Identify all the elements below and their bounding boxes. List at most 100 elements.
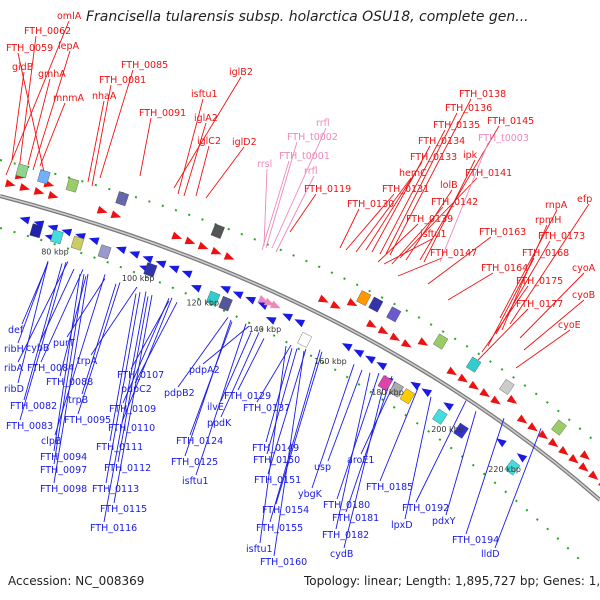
reverse-gene-label: FTH_0125: [171, 457, 218, 468]
reverse-gene-label: FTH_0094: [40, 452, 87, 463]
forward-gene-label: FTH_0173: [538, 231, 585, 242]
reverse-gene-label: pdpA2: [189, 365, 220, 376]
forward-leader-line: [173, 76, 242, 189]
gene-category-block: [551, 419, 567, 436]
forward-gene-label: mnmA: [53, 93, 85, 104]
reverse-leader-line: [202, 325, 250, 365]
gene-category-block: [356, 290, 372, 306]
reverse-gene-arrow: [181, 270, 193, 279]
forward-leader-line: [379, 129, 446, 255]
forward-gene-label: FTH_0059: [6, 43, 53, 54]
kbp-tick-label: 80 kbp: [41, 248, 69, 257]
forward-gene-label: isftu1: [420, 229, 447, 240]
forward-gene-arrow: [547, 437, 559, 448]
forward-gene-arrow: [588, 470, 599, 481]
kbp-tick-label: 220 kbp: [488, 465, 521, 474]
reverse-gene-arrow: [265, 316, 277, 325]
forward-gene-arrow: [96, 205, 108, 214]
reverse-leader-line: [117, 296, 149, 463]
reverse-leader-line: [327, 369, 363, 462]
reverse-leader-line: [494, 428, 542, 549]
forward-gene-arrow: [479, 388, 490, 398]
kbp-tick-label: 160 kbp: [314, 357, 347, 366]
forward-gene-arrow: [490, 395, 501, 405]
reverse-gene-label: FTH_0098: [40, 484, 87, 495]
forward-gene-arrow: [446, 366, 457, 376]
forward-gene-arrow: [417, 337, 429, 346]
label-leader-lines: [5, 20, 590, 557]
forward-leader-line: [371, 145, 431, 253]
reverse-gene-label: pdpB2: [164, 388, 195, 399]
reverse-leader-line: [53, 273, 89, 484]
reverse-gene-label: cybB: [26, 343, 49, 354]
forward-leader-line: [427, 236, 492, 285]
reverse-gene-arrow: [282, 313, 293, 322]
reverse-leader-line: [90, 286, 138, 356]
reverse-gene-arrow: [129, 251, 140, 259]
reverse-leader-line: [220, 332, 260, 418]
reverse-leader-line: [465, 418, 505, 535]
reverse-leader-line: [53, 273, 85, 465]
reverse-gene-label: ribH: [4, 344, 24, 355]
forward-gene-arrow: [19, 183, 31, 191]
gene-category-block: [388, 381, 404, 398]
reverse-gene-label: FTH_0154: [262, 505, 309, 516]
forward-gene-label: cyoB: [572, 290, 595, 301]
forward-gene-label: FTH_0145: [487, 116, 534, 127]
forward-gene-label: lolB: [440, 180, 458, 191]
forward-gene-label: FTH_0135: [433, 120, 480, 131]
reverse-gene-arrow: [341, 343, 353, 352]
reverse-gene-label: lpxD: [391, 520, 413, 531]
forward-gene-arrow: [389, 332, 401, 341]
reverse-gene-label: lldD: [481, 549, 500, 560]
reverse-leader-line: [53, 273, 81, 452]
forward-leader-line: [289, 193, 317, 233]
reverse-gene-label: FTH_0097: [40, 465, 87, 476]
forward-leader-line: [355, 177, 412, 253]
reverse-gene-arrow: [232, 291, 244, 300]
reverse-leader-line: [40, 269, 84, 363]
forward-leader-line: [515, 329, 571, 369]
forward-leader-line: [27, 78, 51, 166]
reverse-gene-label: ilvE: [207, 402, 224, 413]
reverse-gene-label: FTH_0149: [252, 443, 299, 454]
forward-gene-labels: omlA FTH_0062 lepA FTH_0059 gidB gmhA mnmA FTH_…: [6, 11, 596, 331]
gene-category-block: [210, 223, 225, 239]
kbp-tick-label: 200 kbp: [431, 425, 464, 434]
reverse-leader-line: [77, 282, 121, 415]
kbp-tick-label: 120 kbp: [186, 298, 219, 307]
reverse-leader-line: [103, 291, 147, 523]
reverse-gene-label: FTH_0083: [6, 421, 53, 432]
forward-gene-label: FTH_0134: [418, 136, 465, 147]
gene-category-block: [399, 388, 415, 405]
gene-category-block: [297, 332, 312, 348]
reverse-leader-line: [59, 275, 87, 377]
forward-gene-arrow: [537, 430, 549, 440]
reverse-gene-label: isftu1: [246, 544, 273, 555]
forward-gene-arrow: [578, 462, 589, 472]
reverse-gene-arrow: [353, 349, 365, 358]
forward-gene-label: rnpA: [545, 200, 568, 211]
reverse-gene-label: FTH_0129: [224, 391, 271, 402]
gene-category-block: [432, 333, 449, 350]
gene-category-block: [143, 262, 158, 278]
gene-category-block: [205, 290, 221, 307]
forward-leader-line: [383, 238, 433, 265]
reverse-leader-line: [39, 268, 75, 343]
rna-leader-line: [271, 127, 327, 249]
reverse-gene-label: FTH_0151: [254, 475, 301, 486]
forward-gene-label: FTH_0130: [347, 199, 394, 210]
forward-leader-line: [389, 98, 472, 256]
forward-gene-arrow: [579, 450, 590, 460]
forward-gene-label: FTH_0133: [410, 152, 457, 163]
forward-gene-label: iglB2: [229, 67, 253, 78]
forward-leader-line: [17, 52, 45, 173]
forward-gene-arrow: [346, 297, 358, 307]
gene-category-block: [65, 177, 80, 193]
reverse-leader-line: [336, 372, 380, 500]
reverse-gene-label: FTH_0095: [64, 415, 111, 426]
forward-leader-line: [91, 84, 112, 187]
forward-gene-arrow: [468, 380, 479, 390]
forward-leader-line: [365, 161, 423, 251]
